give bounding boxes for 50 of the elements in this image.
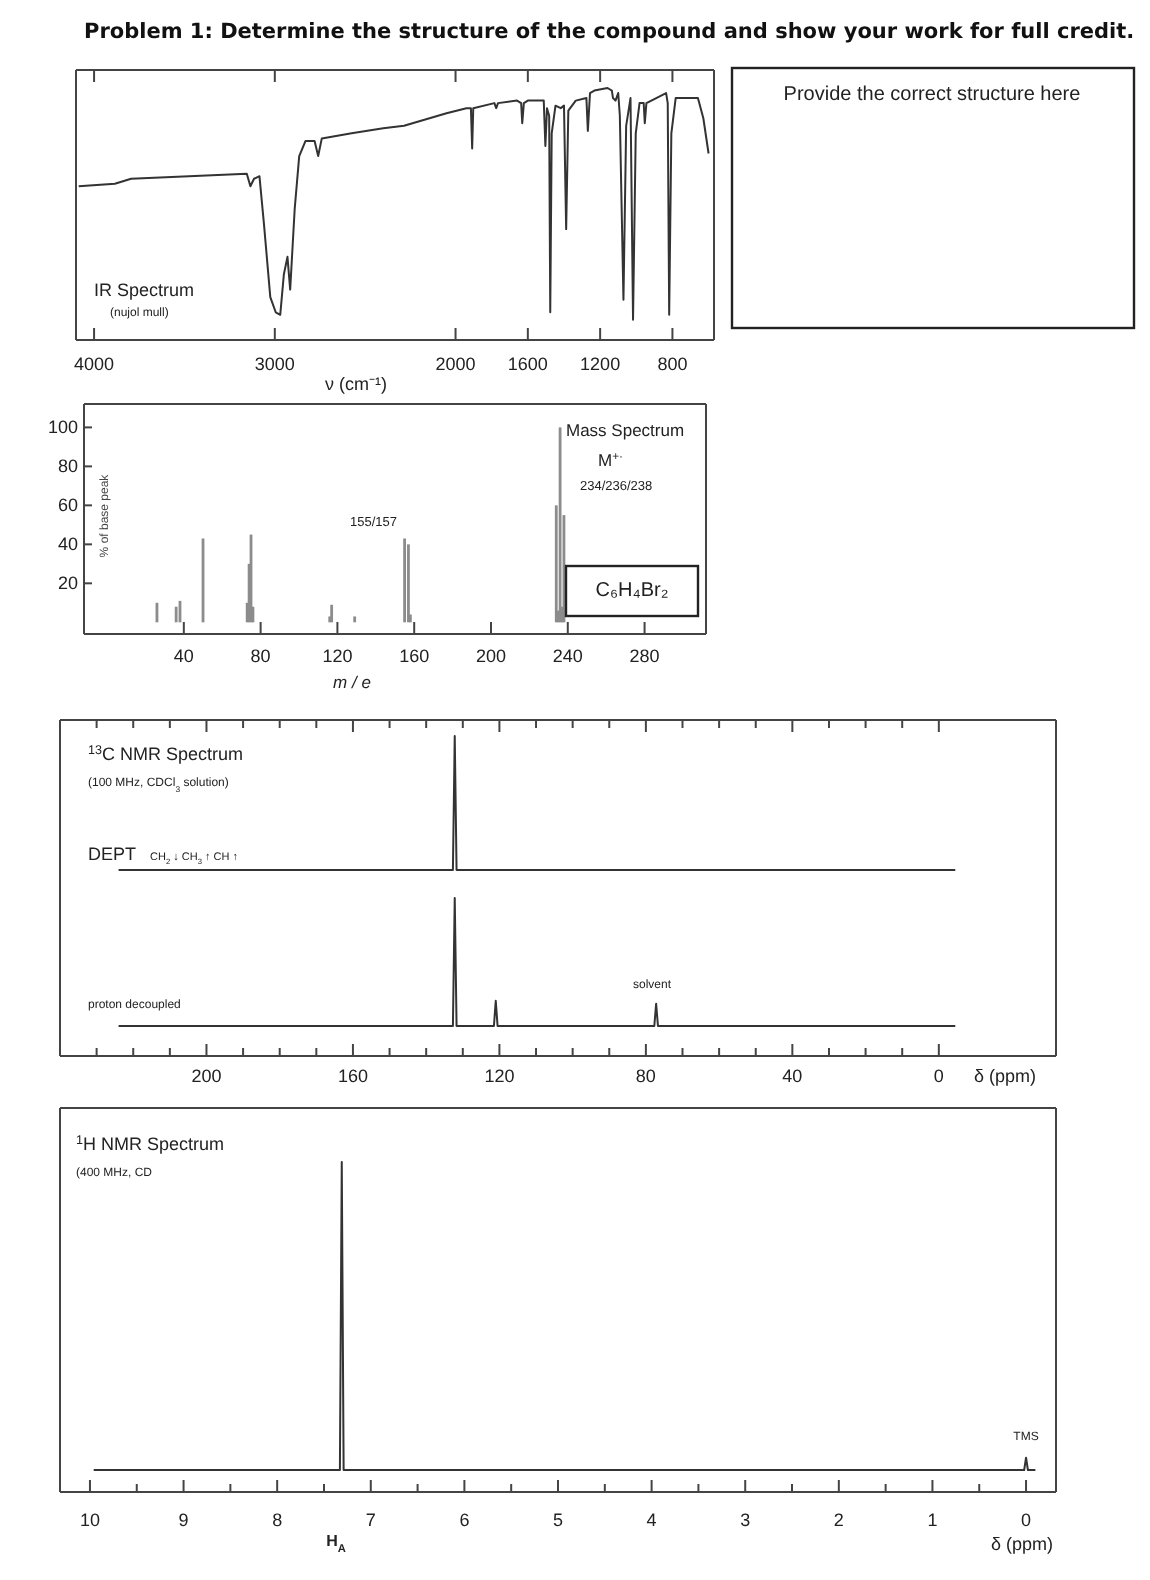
- x-tick-label: 40: [782, 1066, 803, 1086]
- x-tick-label: 80: [635, 1066, 656, 1086]
- annotation: M$^{+·}$: [598, 450, 624, 470]
- x-tick-label: 2: [833, 1510, 844, 1530]
- x-tick-label: 200: [191, 1066, 222, 1086]
- annotation: C₆H₄Br₂: [595, 580, 669, 602]
- x-tick-label: 4: [646, 1510, 657, 1530]
- x-tick-label: 1: [927, 1510, 938, 1530]
- y-tick-label: 80: [57, 456, 78, 477]
- x-tick-label: 160: [399, 646, 430, 666]
- x-axis-title: ν (cm⁻¹): [325, 374, 387, 394]
- x-tick-label: 6: [459, 1510, 470, 1530]
- x-tick-label: 0: [933, 1066, 944, 1086]
- y-tick-label: 60: [57, 495, 78, 516]
- x-tick-label: 1600: [507, 354, 548, 374]
- x-tick-label: 240: [552, 646, 583, 666]
- annotation: $^{13}$C NMR Spectrum: [88, 743, 244, 764]
- x-tick-label: 40: [173, 646, 194, 666]
- formula-box: C₆H₄Br₂: [564, 564, 700, 618]
- x-tick-label: 10: [79, 1510, 100, 1530]
- x-axis-title: δ (ppm): [990, 1534, 1054, 1554]
- annotation: IR Spectrum: [94, 280, 195, 300]
- x-tick-label: 200: [475, 646, 507, 666]
- y-tick-label: 40: [57, 534, 78, 555]
- x-tick-label: 280: [629, 646, 660, 666]
- x-axis-title: δ (ppm): [974, 1066, 1037, 1086]
- x-tick-label: 1200: [580, 354, 621, 374]
- x-axis-title: m / e: [333, 672, 372, 692]
- y-tick-label: 20: [57, 573, 78, 594]
- x-tick-label: 0: [1021, 1510, 1032, 1530]
- text: $^{1}$H NMR Spectrum: [76, 1133, 225, 1154]
- x-tick-label: 3: [740, 1510, 751, 1530]
- x-tick-label: 4000: [74, 354, 115, 374]
- x-tick-label: 3000: [254, 354, 295, 374]
- annotation: DEPT: [88, 844, 138, 864]
- text: Provide the correct structure here: [783, 84, 1082, 106]
- text: H$_{A}$: [326, 1532, 346, 1556]
- x-tick-label: 2000: [435, 354, 476, 374]
- x-tick-label: 5: [552, 1510, 564, 1530]
- x-tick-label: 120: [322, 646, 353, 666]
- y-tick-label: 100: [47, 417, 78, 438]
- x-tick-label: 800: [657, 354, 688, 374]
- x-tick-label: 80: [250, 646, 271, 666]
- x-tick-label: 120: [484, 1066, 515, 1086]
- x-tick-label: 160: [337, 1066, 368, 1086]
- x-tick-label: 9: [178, 1510, 189, 1530]
- x-tick-label: 7: [365, 1510, 376, 1530]
- x-tick-label: 8: [272, 1510, 283, 1530]
- annotation: Mass Spectrum: [566, 420, 685, 440]
- text: Problem 1: Determine the structure of the compound and show your work for full credit.: [84, 20, 1135, 44]
